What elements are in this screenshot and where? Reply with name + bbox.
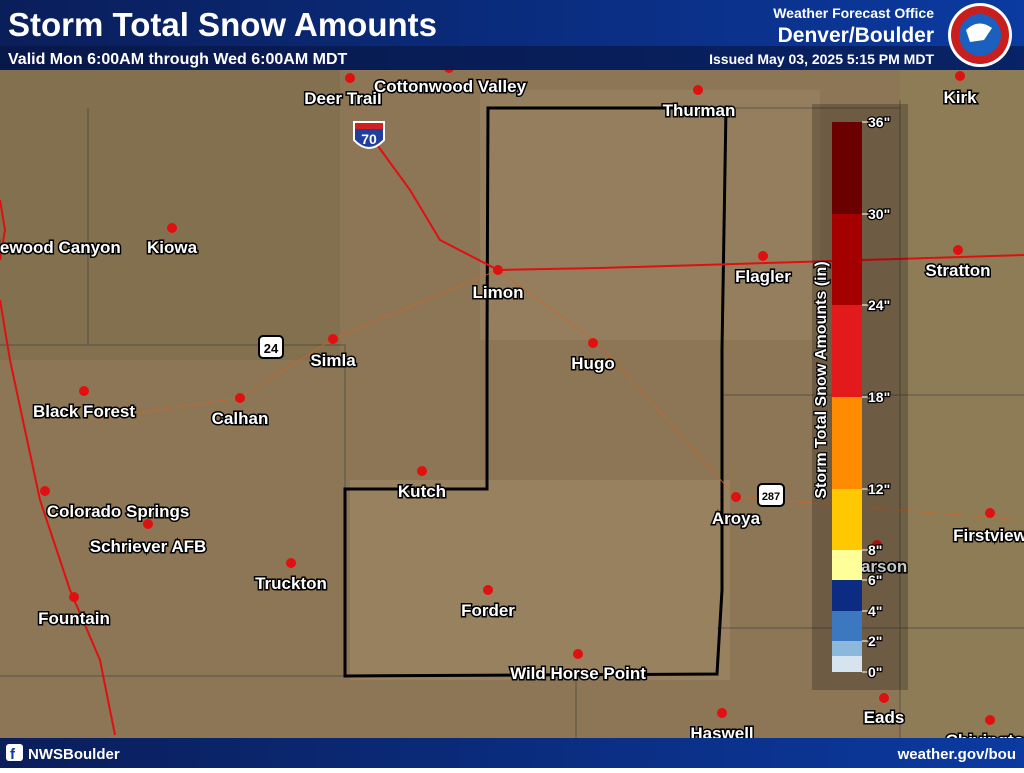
terrain-patch — [0, 60, 340, 360]
town-label: lewood Canyon — [0, 238, 121, 257]
town-dot — [493, 265, 503, 275]
title: Storm Total Snow Amounts — [8, 6, 437, 43]
shield-287: 287 — [757, 483, 785, 507]
legend-band — [832, 214, 862, 305]
terrain-patch — [480, 90, 820, 340]
town-dot — [328, 334, 338, 344]
town-dot — [417, 466, 427, 476]
town-label: Calhan — [212, 409, 269, 428]
town-dot — [693, 85, 703, 95]
town-dot — [143, 519, 153, 529]
social[interactable]: NWSBoulder — [28, 746, 120, 763]
legend-band — [832, 122, 862, 214]
town-label: Deer Trail — [304, 89, 382, 108]
shield-24: 24 — [258, 335, 284, 359]
office-name: Denver/Boulder — [778, 24, 934, 47]
legend-title: Storm Total Snow Amounts (in) — [813, 261, 830, 498]
town-dot — [879, 693, 889, 703]
minor-roads — [89, 269, 1024, 521]
legend-tick-label: 12" — [868, 481, 890, 497]
town-dot — [69, 592, 79, 602]
facebook-icon — [6, 744, 23, 761]
highway-number: 24 — [264, 341, 279, 356]
legend-band — [832, 397, 862, 489]
highway-number: 70 — [361, 131, 377, 147]
town-dot — [286, 558, 296, 568]
url[interactable]: weather.gov/bou — [897, 746, 1016, 763]
town-label: Flagler — [735, 267, 791, 286]
zone-boundary — [343, 106, 728, 678]
shield-band — [355, 123, 383, 129]
logo-cloud — [966, 23, 992, 42]
town-dot — [985, 715, 995, 725]
town-dot — [40, 486, 50, 496]
town-label: Carson — [849, 557, 908, 576]
legend: Storm Total Snow Amounts (in) 36" 30" 24" 1… — [812, 104, 908, 690]
shield-70: 70 — [353, 121, 385, 149]
highway-number: 287 — [762, 491, 780, 503]
town-label: Kirk — [943, 88, 977, 107]
town-dot — [985, 508, 995, 518]
town-dot — [588, 338, 598, 348]
town-label: Black Forest — [33, 402, 135, 421]
town-label: Limon — [473, 283, 524, 302]
legend-tick-label: 36" — [868, 114, 890, 130]
facebook-f: f — [10, 746, 16, 763]
town-label: Fountain — [38, 609, 110, 628]
footer-bar — [0, 738, 1024, 768]
legend-tick-label: 0" — [868, 664, 882, 680]
town-label: Kiowa — [147, 238, 198, 257]
legend-band — [832, 611, 862, 641]
header-subbar — [0, 46, 1024, 70]
legend-band — [832, 580, 862, 611]
legend-tick-label: 18" — [868, 389, 890, 405]
town-label: Colorado Springs — [47, 502, 190, 521]
issued: Issued May 03, 2025 5:15 PM MDT — [709, 51, 934, 67]
town-label: Simla — [310, 351, 356, 370]
subtitle: Valid Mon 6:00AM through Wed 6:00AM MDT — [8, 51, 348, 68]
town-dot — [235, 393, 245, 403]
legend-tick-label: 24" — [868, 297, 890, 313]
town-label: Aroya — [712, 509, 761, 528]
town-label: Hugo — [571, 354, 614, 373]
town-label: Wild Horse Point — [510, 664, 646, 683]
legend-band — [832, 656, 862, 672]
town-dot — [79, 386, 89, 396]
town-label: Truckton — [255, 574, 327, 593]
town-label: Eads — [864, 708, 905, 727]
town-label: Cottonwood Valley — [374, 77, 527, 96]
terrain-patch — [350, 480, 730, 680]
legend-tick-label: 8" — [868, 542, 882, 558]
office-label: Weather Forecast Office — [773, 5, 934, 21]
legend-tick-label: 30" — [868, 206, 890, 222]
town-dot — [758, 251, 768, 261]
legend-tick-label: 6" — [868, 572, 882, 588]
town-label: Firstview — [953, 526, 1024, 545]
town-label: Thurman — [663, 101, 736, 120]
town-dot — [167, 223, 177, 233]
nws-logo — [948, 3, 1012, 67]
town-dot — [872, 540, 882, 550]
legend-band — [832, 305, 862, 397]
town-dot — [731, 492, 741, 502]
town-label: Schriever AFB — [90, 537, 207, 556]
town-dot — [345, 73, 355, 83]
town-dot — [483, 585, 493, 595]
town-label: Kutch — [398, 482, 446, 501]
town-dot — [953, 245, 963, 255]
shield — [258, 335, 284, 359]
town-dot — [955, 71, 965, 81]
terrain-patch — [900, 60, 1024, 740]
town-label: Stratton — [925, 261, 990, 280]
legend-tick-label: 4" — [868, 603, 882, 619]
shield — [757, 483, 785, 507]
town-dot — [573, 649, 583, 659]
legend-band — [832, 550, 862, 580]
legend-band — [832, 489, 862, 550]
town-dot — [717, 708, 727, 718]
legend-tick-label: 2" — [868, 633, 882, 649]
town-label: Forder — [461, 601, 515, 620]
